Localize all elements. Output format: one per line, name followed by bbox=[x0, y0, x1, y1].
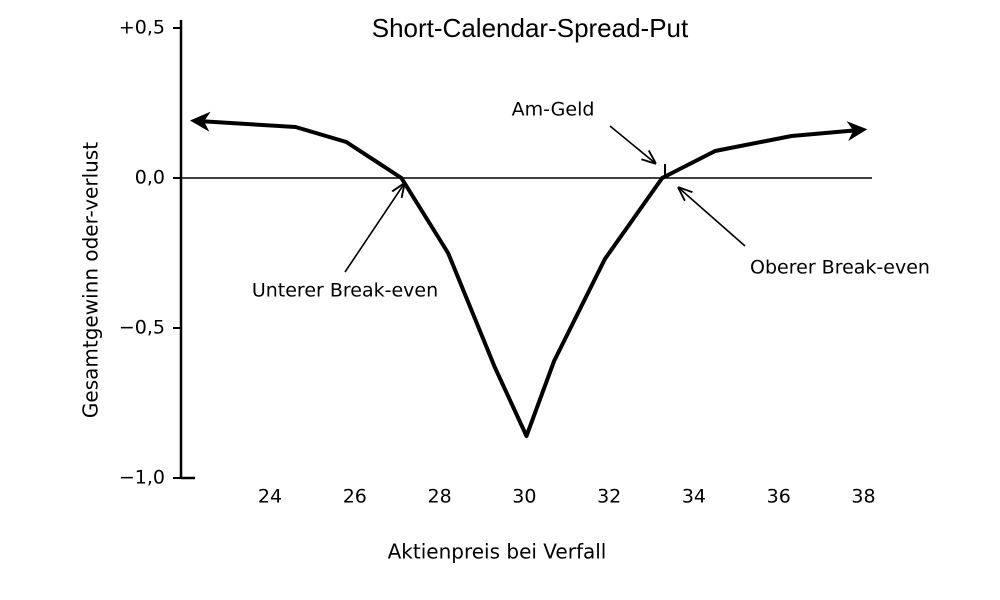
annotation-arrow bbox=[679, 188, 746, 247]
y-tick-label: 0,0 bbox=[135, 167, 165, 189]
x-tick-label: 26 bbox=[343, 486, 367, 508]
x-tick-label: 30 bbox=[512, 486, 536, 508]
y-axis-label: Gesamtgewinn oder-verlust bbox=[79, 142, 103, 418]
x-tick-label: 24 bbox=[258, 486, 282, 508]
annotation: Oberer Break-even bbox=[750, 257, 930, 279]
payoff-line bbox=[190, 111, 868, 438]
x-tick-label: 34 bbox=[682, 486, 706, 508]
x-tick-label: 38 bbox=[851, 486, 875, 508]
x-axis-label: Aktienpreis bei Verfall bbox=[388, 540, 607, 564]
x-tick-label: 28 bbox=[428, 486, 452, 508]
y-tick-label: +0,5 bbox=[119, 17, 165, 39]
annotation-arrow bbox=[609, 125, 655, 163]
chart-title: Short-Calendar-Spread-Put bbox=[372, 13, 689, 43]
annotation: Am-Geld bbox=[512, 99, 595, 121]
y-tick-label: −1,0 bbox=[119, 467, 165, 489]
x-tick-label: 32 bbox=[597, 486, 621, 508]
x-tick-label: 36 bbox=[767, 486, 791, 508]
annotation-arrow bbox=[344, 184, 404, 273]
y-tick-label: −0,5 bbox=[119, 317, 165, 339]
annotation: Unterer Break-even bbox=[252, 280, 438, 302]
